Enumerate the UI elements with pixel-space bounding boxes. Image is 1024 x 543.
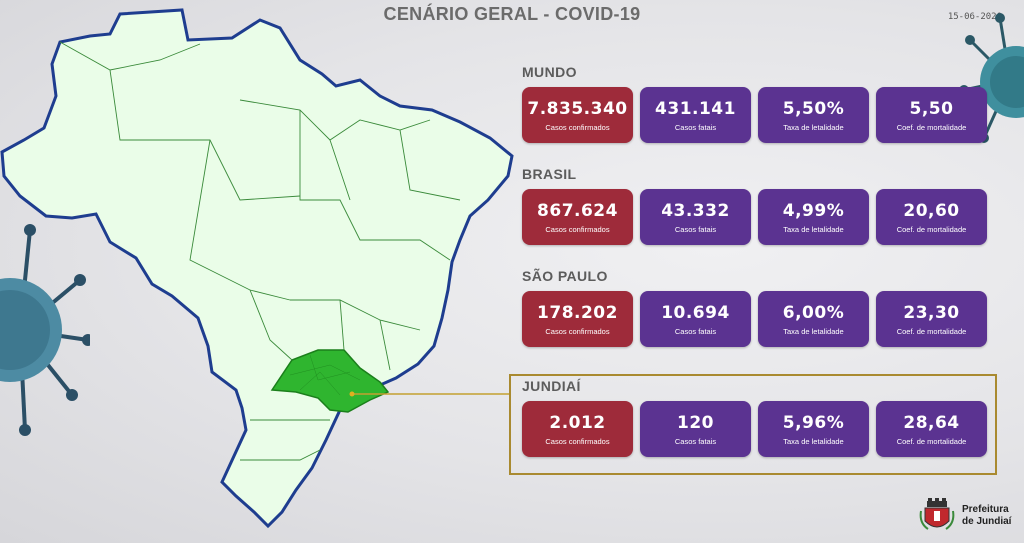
logo-line1: Prefeitura bbox=[962, 504, 1009, 515]
card-value: 431.141 bbox=[655, 98, 736, 119]
fatal-cases-card: 10.694 Casos fatais bbox=[640, 291, 751, 347]
card-label: Casos fatais bbox=[674, 436, 717, 446]
prefeitura-logo: Prefeitura de Jundiaí bbox=[918, 497, 1011, 535]
card-label: Casos fatais bbox=[674, 326, 717, 336]
mortality-coef-card: 5,50 Coef. de mortalidade bbox=[876, 87, 987, 143]
card-value: 28,64 bbox=[903, 412, 960, 433]
card-label: Casos confirmados bbox=[545, 122, 610, 132]
card-value: 10.694 bbox=[661, 302, 730, 323]
fatal-cases-card: 43.332 Casos fatais bbox=[640, 189, 751, 245]
logo-line2: de Jundiaí bbox=[962, 516, 1012, 527]
card-value: 120 bbox=[677, 412, 714, 433]
card-value: 43.332 bbox=[661, 200, 730, 221]
fatal-cases-card: 431.141 Casos fatais bbox=[640, 87, 751, 143]
card-value: 20,60 bbox=[903, 200, 960, 221]
card-value: 5,50 bbox=[909, 98, 954, 119]
section-title: MUNDO bbox=[522, 64, 577, 80]
card-value: 23,30 bbox=[903, 302, 960, 323]
section-title: SÃO PAULO bbox=[522, 268, 608, 284]
card-label: Taxa de letalidade bbox=[783, 436, 844, 446]
fatal-cases-card: 120 Casos fatais bbox=[640, 401, 751, 457]
section-brasil: BRASIL 867.624 Casos confirmados 43.332 Ca… bbox=[522, 165, 992, 245]
card-label: Taxa de letalidade bbox=[783, 122, 844, 132]
section-sao-paulo: SÃO PAULO 178.202 Casos confirmados 10.69… bbox=[522, 267, 992, 347]
city-crest-icon bbox=[919, 498, 955, 530]
card-value: 2.012 bbox=[549, 412, 606, 433]
card-label: Taxa de letalidade bbox=[783, 326, 844, 336]
jundiai-highlight-frame bbox=[509, 374, 997, 475]
card-label: Casos confirmados bbox=[545, 224, 610, 234]
lethality-rate-card: 6,00% Taxa de letalidade bbox=[758, 291, 869, 347]
section-title: BRASIL bbox=[522, 166, 577, 182]
confirmed-cases-card: 867.624 Casos confirmados bbox=[522, 189, 633, 245]
card-value: 4,99% bbox=[782, 200, 845, 221]
page-title: CENÁRIO GERAL - COVID-19 bbox=[383, 4, 641, 24]
confirmed-cases-card: 7.835.340 Casos confirmados bbox=[522, 87, 633, 143]
card-label: Casos fatais bbox=[674, 224, 717, 234]
card-value: 5,96% bbox=[782, 412, 845, 433]
section-title: JUNDIAÍ bbox=[522, 378, 581, 394]
card-label: Coef. de mortalidade bbox=[896, 122, 967, 132]
lethality-rate-card: 5,96% Taxa de letalidade bbox=[758, 401, 869, 457]
confirmed-cases-card: 2.012 Casos confirmados bbox=[522, 401, 633, 457]
card-value: 867.624 bbox=[537, 200, 618, 221]
card-value: 178.202 bbox=[537, 302, 618, 323]
section-jundiai: JUNDIAÍ 2.012 Casos confirmados 120 Casos … bbox=[522, 377, 992, 457]
section-mundo: MUNDO 7.835.340 Casos confirmados 431.141… bbox=[522, 63, 992, 143]
confirmed-cases-card: 178.202 Casos confirmados bbox=[522, 291, 633, 347]
mortality-coef-card: 20,60 Coef. de mortalidade bbox=[876, 189, 987, 245]
lethality-rate-card: 5,50% Taxa de letalidade bbox=[758, 87, 869, 143]
card-value: 5,50% bbox=[782, 98, 845, 119]
card-label: Casos confirmados bbox=[545, 436, 610, 446]
card-label: Casos confirmados bbox=[545, 326, 610, 336]
card-value: 6,00% bbox=[782, 302, 845, 323]
card-label: Coef. de mortalidade bbox=[896, 436, 967, 446]
mortality-coef-card: 23,30 Coef. de mortalidade bbox=[876, 291, 987, 347]
card-label: Casos fatais bbox=[674, 122, 717, 132]
lethality-rate-card: 4,99% Taxa de letalidade bbox=[758, 189, 869, 245]
brazil-map bbox=[0, 8, 514, 529]
report-date: 15-06-2020 bbox=[947, 12, 1002, 22]
card-label: Coef. de mortalidade bbox=[896, 326, 967, 336]
card-label: Coef. de mortalidade bbox=[896, 224, 967, 234]
mortality-coef-card: 28,64 Coef. de mortalidade bbox=[876, 401, 987, 457]
card-value: 7.835.340 bbox=[527, 98, 628, 119]
card-label: Taxa de letalidade bbox=[783, 224, 844, 234]
virus-icon bbox=[0, 224, 90, 436]
